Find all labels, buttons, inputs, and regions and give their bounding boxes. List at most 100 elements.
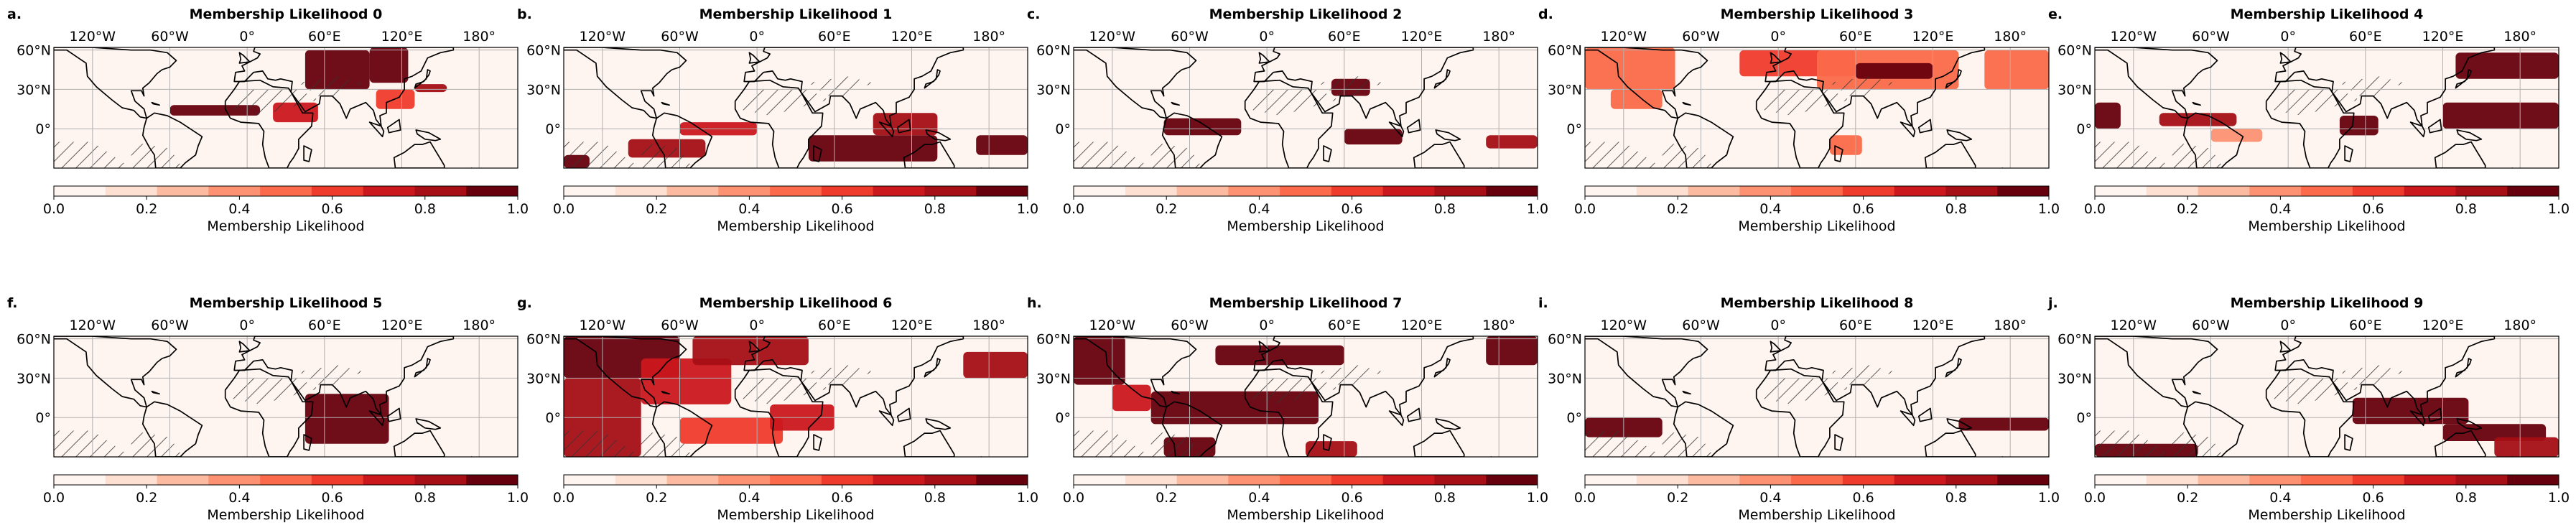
colorbar-segment [2249,186,2302,196]
lat-tick-label: 60°N [1548,332,1582,348]
hatch-area [2269,378,2359,404]
colorbar-segment [666,186,719,196]
hatch-area [1318,76,1383,100]
coastline [1834,434,1843,451]
coastline [1770,52,1782,64]
colorbar-tick-label: 1.0 [507,490,529,506]
coastline [2182,401,2244,457]
coastline [813,145,822,162]
map-frame [563,47,1028,169]
lon-tick-label: 0° [1259,29,1275,45]
colorbar-segment [1842,186,1895,196]
lon-tick-label: 120°W [1601,318,1647,333]
lon-tick-label: 60°E [2349,318,2382,333]
colorbar-segment [718,475,771,485]
colorbar-tick-label: 1.0 [2038,201,2060,217]
lat-tick-label: 30°N [526,371,561,386]
lat-tick-label: 0° [545,410,561,426]
coastline [224,368,314,457]
colorbar-segment [1997,475,2050,485]
colorbar-label: Membership Likelihood [1227,218,1384,234]
lon-tick-label: 120°E [1401,318,1443,333]
lon-tick-label: 60°E [1839,29,1872,45]
coastline [141,401,203,457]
lon-tick-label: 120°E [2422,29,2464,45]
lat-tick-label: 60°N [1036,332,1071,348]
coastline [233,336,455,416]
colorbar-tick-label: 0.4 [2269,201,2291,217]
coastline [1253,47,1474,127]
panel-title: Membership Likelihood 4 [2231,6,2424,22]
lon-tick-label: 60°W [661,29,699,45]
colorbar-segment [1486,186,1538,196]
coastline [1490,456,1492,457]
map-frame [1584,335,2050,458]
colorbar-tick-label: 0.2 [1667,490,1688,506]
map-area [1585,336,2049,457]
map-frame [1073,335,1538,458]
colorbar-tick-label: 0.6 [1852,490,1874,506]
colorbar-segment [1176,186,1229,196]
likelihood-region [808,135,938,162]
lon-tick-label: 180° [2503,318,2537,333]
map-area [564,47,1028,168]
colorbar-label: Membership Likelihood [2248,218,2405,234]
coastline [1244,79,1334,168]
colorbar-segment [1434,475,1487,485]
colorbar-segment [2301,186,2353,196]
colorbar-tick-label: 0.0 [553,490,575,506]
likelihood-region [2455,52,2559,79]
coastline [1323,434,1332,451]
lat-tick-label: 30°N [1548,371,1582,386]
colorbar-segment [1280,186,1332,196]
colorbar-label: Membership Likelihood [207,218,364,234]
colorbar-segment [873,475,925,485]
hatch-area [1247,378,1338,404]
colorbar-frame [563,474,1028,486]
lat-tick-label: 0° [1055,410,1071,426]
colorbar-tick-label: 0.8 [924,201,946,217]
hatch-area [738,378,828,404]
coastline [1490,167,1492,168]
lon-tick-label: 60°E [818,318,851,333]
colorbar-tick-label: 0.6 [2362,201,2384,217]
colorbar-segment [1791,186,1843,196]
colorbar-tick-label: 0.4 [1248,490,1270,506]
likelihood-region [679,417,784,444]
lon-tick-label: 60°W [1171,318,1209,333]
colorbar-tick-label: 0.0 [1574,490,1596,506]
lon-tick-label: 60°W [151,29,189,45]
coastline [303,145,312,162]
coastline [1258,52,1270,64]
lon-tick-label: 120°W [1601,29,1647,45]
coastline [2095,336,2218,408]
colorbar-segment [770,475,822,485]
colorbar: 0.0 0.2 0.4 0.6 0.8 1.0 Membership Likelihood [1574,474,2060,523]
lat-tick-label: 0° [1055,121,1071,137]
lat-tick-label: 60°N [526,43,561,59]
coastline [1323,145,1332,162]
coastline [2456,129,2483,142]
coastline [734,368,824,457]
colorbar-frame [53,474,519,486]
panel-title: Membership Likelihood 3 [1721,6,1914,22]
coastline [2001,167,2004,168]
likelihood-region [414,84,447,93]
colorbar-segment [1585,186,1637,196]
coastline [1388,121,1405,138]
lon-tick-label: 0° [239,29,255,45]
lon-tick-label: 0° [2280,318,2296,333]
lon-tick-label: 60°W [151,318,189,333]
coastline [2001,456,2004,457]
coastline [925,418,952,430]
panel-7: Membership Likelihood 7 h. 120°W 60°W 0° 60°E… [1027,295,1548,523]
panel-letter: g. [517,295,532,311]
coastline [2274,336,2496,416]
colorbar-tick-label: 0.2 [2177,201,2198,217]
colorbar-segment [1997,186,2050,196]
coastline [1074,336,1197,408]
coastline [2455,69,2472,89]
colorbar-segment [564,475,616,485]
colorbar-frame [53,185,519,197]
lat-tick-label: 60°N [17,332,51,348]
